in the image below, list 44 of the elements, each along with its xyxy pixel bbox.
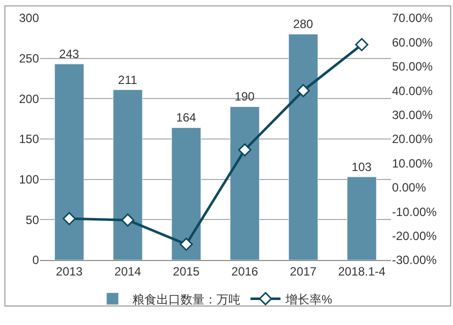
legend-label: 粮食出口数量：万吨 (132, 292, 240, 306)
y-tick-label: 150 (18, 132, 40, 146)
y2-tick-label: -30.00% (392, 253, 438, 268)
y2-tick-label: 40.00% (392, 84, 434, 98)
point (355, 38, 368, 52)
y2-tick-label: 70.00% (392, 11, 434, 26)
data-label: 190 (234, 90, 255, 104)
y2-tick-label: 0.00% (392, 180, 426, 195)
bar (171, 127, 202, 260)
bar (230, 106, 260, 260)
point (180, 238, 193, 251)
x-tick-label: 2015 (172, 264, 200, 278)
x-tick-label: 2014 (114, 264, 142, 278)
point (296, 84, 310, 98)
y-tick-label: 50 (26, 212, 40, 227)
y2-tick-label: 30.00% (392, 108, 434, 122)
y2-tick-label: 20.00% (392, 132, 434, 146)
bar (346, 176, 377, 260)
data-label: 211 (118, 72, 138, 87)
data-label: 164 (176, 110, 196, 125)
point (238, 143, 252, 156)
x-tick-label: 2017 (290, 264, 317, 278)
legend-label: 增长率% (284, 292, 332, 306)
x-tick-label: 2016 (231, 264, 258, 278)
y-tick-label: 300 (18, 11, 40, 26)
y2-tick-label: 10.00% (392, 156, 434, 170)
data-label: 103 (352, 160, 372, 174)
data-label: 243 (59, 46, 80, 61)
point (62, 212, 76, 226)
bar (54, 64, 84, 260)
x-tick-label: 2013 (56, 264, 83, 278)
point (121, 213, 134, 227)
y-tick-label: 100 (18, 172, 40, 187)
x-tick-label: 2018.1-4 (338, 264, 386, 278)
bar (112, 90, 143, 260)
y-tick-label: 0 (32, 253, 40, 268)
y2-tick-label: 60.00% (392, 35, 434, 50)
y2-tick-label: -20.00% (392, 229, 438, 243)
y-tick-label: 200 (18, 92, 40, 106)
data-label: 280 (293, 17, 314, 32)
bar (288, 34, 318, 260)
y2-tick-label: -10.00% (392, 204, 438, 219)
y-tick-label: 250 (18, 52, 40, 66)
y2-tick-label: 50.00% (392, 60, 434, 74)
